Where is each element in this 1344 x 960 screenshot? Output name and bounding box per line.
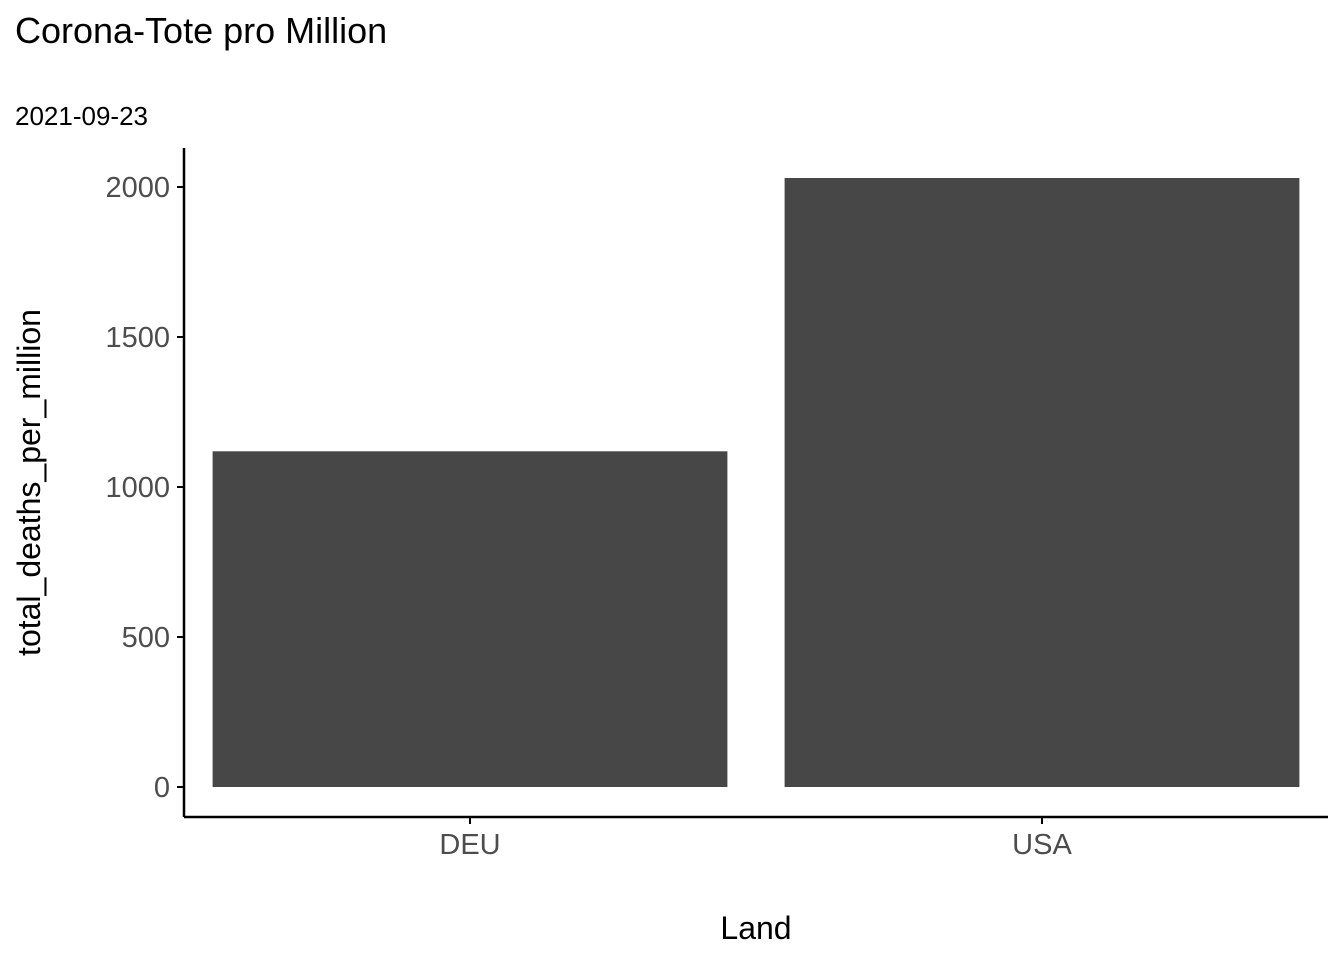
x-tick-label: USA xyxy=(1012,829,1072,861)
chart-title: Corona-Tote pro Million xyxy=(15,10,388,51)
y-axis-title: total_deaths_per_million xyxy=(11,309,47,656)
y-tick-label: 1500 xyxy=(105,322,170,354)
x-axis-ticks: DEU USA xyxy=(439,817,1072,861)
bars-group xyxy=(212,178,1300,787)
y-axis-ticks: 0 500 1000 1500 2000 xyxy=(105,172,184,804)
bar-deu xyxy=(212,451,728,787)
x-axis-title: Land xyxy=(720,910,791,946)
y-tick-label: 2000 xyxy=(105,172,170,204)
y-tick-label: 0 xyxy=(154,772,170,804)
chart-subtitle: 2021-09-23 xyxy=(15,101,148,131)
bar-usa xyxy=(784,178,1300,787)
y-tick-label: 1000 xyxy=(105,472,170,504)
y-tick-label: 500 xyxy=(122,622,170,654)
x-tick-label: DEU xyxy=(439,829,500,861)
